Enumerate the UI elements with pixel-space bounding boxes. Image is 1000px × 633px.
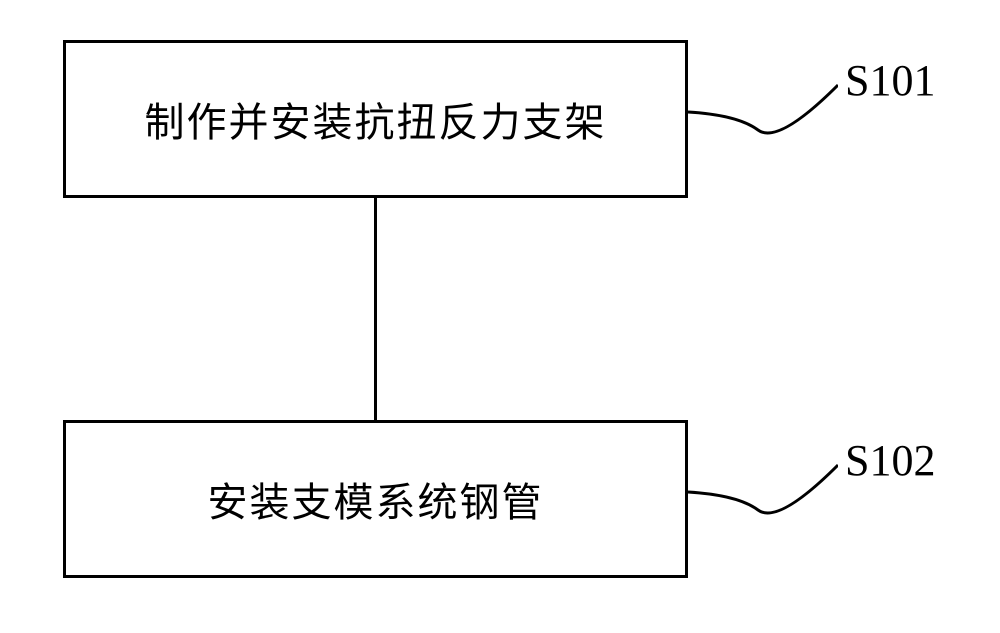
callout-curve-s102 [688, 460, 838, 530]
flowchart-node-s102: 安装支模系统钢管 [63, 420, 688, 578]
node-text: 制作并安装抗扭反力支架 [145, 90, 607, 148]
callout-label-s102: S102 [845, 435, 935, 486]
edge-s101-s102 [374, 198, 377, 420]
node-text: 安装支模系统钢管 [208, 470, 544, 528]
callout-label-s101: S101 [845, 55, 935, 106]
flowchart-node-s101: 制作并安装抗扭反力支架 [63, 40, 688, 198]
callout-curve-s101 [688, 80, 838, 150]
flowchart-canvas: 制作并安装抗扭反力支架 S101 安装支模系统钢管 S102 [0, 0, 1000, 633]
